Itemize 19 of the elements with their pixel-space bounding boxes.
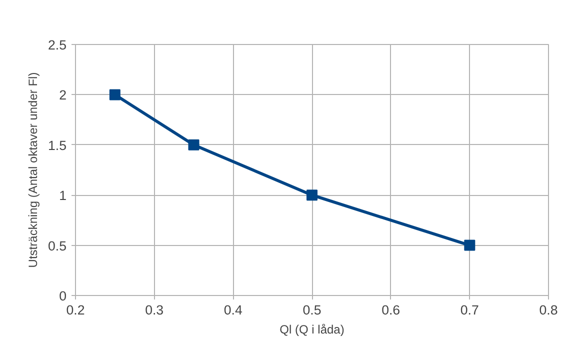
point: [306, 190, 318, 201]
x-axis-title: Ql (Q i låda): [280, 322, 344, 336]
y-tick-label: 2.5: [48, 38, 67, 52]
point: [464, 240, 476, 251]
x-tick-label: 0.6: [382, 302, 400, 318]
x-tick-label: 0.5: [302, 302, 322, 318]
y-axis-title: Utsträckning (Antal oktaver under Fl): [26, 72, 40, 268]
y-tick-label: 1.5: [48, 138, 67, 153]
x-tick-label: 0.7: [460, 302, 479, 318]
point: [109, 89, 120, 100]
y-tick-label: 2: [59, 88, 67, 103]
x-tick-label: 0.2: [66, 302, 85, 318]
x-tick-label: 0.3: [145, 302, 164, 318]
x-tick-label: 0.8: [539, 302, 558, 318]
x-tick-label: 0.4: [224, 302, 244, 318]
y-tick-label: 0: [59, 288, 67, 304]
point: [188, 139, 200, 150]
y-tick-label: 0.5: [48, 238, 67, 254]
y-tick-label: 1: [59, 188, 67, 204]
